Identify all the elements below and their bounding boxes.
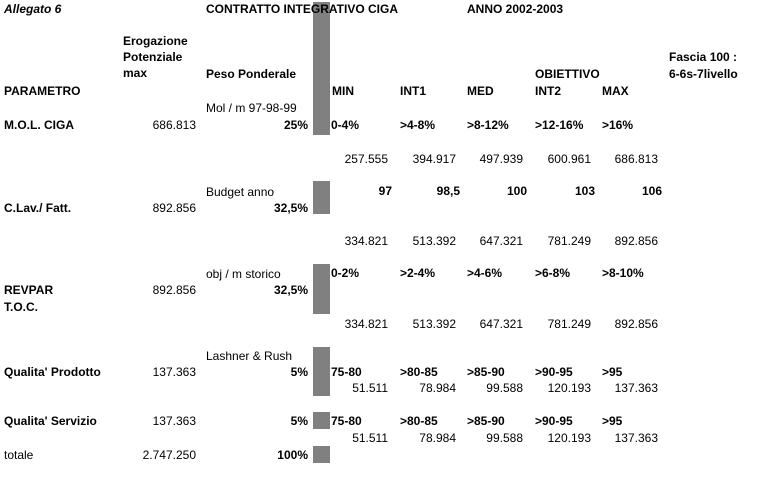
bar-header xyxy=(313,2,330,119)
row-qual-serv-amount-int1: 78.984 xyxy=(419,431,456,445)
totale-erogazione: 2.747.250 xyxy=(142,448,196,462)
row-qual-prod-peso: 5% xyxy=(290,365,308,379)
row-qual-serv-amount-min: 51.511 xyxy=(352,431,388,445)
bar-row-totale xyxy=(313,446,330,463)
document-title: CONTRATTO INTEGRATIVO CIGA xyxy=(206,2,398,16)
row-mol-range-min: 0-4% xyxy=(331,118,360,132)
row-clav-amount-int1: 513.392 xyxy=(412,234,456,248)
col-min: MIN xyxy=(332,84,354,98)
row-revpar-note: obj / m storico xyxy=(206,267,281,281)
col-parametro: PARAMETRO xyxy=(4,84,81,98)
col-int2: INT2 xyxy=(535,84,562,98)
bar-row-clav xyxy=(313,181,330,214)
row-revpar-name-1: REVPAR xyxy=(4,283,54,297)
row-qual-serv-amount-int2: 120.193 xyxy=(547,431,591,445)
col-max: MAX xyxy=(602,84,629,98)
row-qual-serv-range-int2: >90-95 xyxy=(535,414,573,428)
row-clav-amount-max: 892.856 xyxy=(614,234,658,248)
col-peso: Peso Ponderale xyxy=(206,67,297,81)
row-qual-prod-amount-int1: 78.984 xyxy=(419,381,456,395)
row-mol-range-med: >8-12% xyxy=(467,118,509,132)
totale-label: totale xyxy=(4,448,34,462)
col-erogazione-1: Erogazione xyxy=(123,34,188,48)
row-revpar-amount-med: 647.321 xyxy=(479,317,523,331)
row-qual-prod-range-max: >95 xyxy=(602,365,623,379)
row-qual-prod-range-int2: >90-95 xyxy=(535,365,573,379)
row-clav-range-min: 97 xyxy=(378,184,392,198)
bar-row-revpar xyxy=(313,264,330,314)
row-qual-serv-range-max: >95 xyxy=(602,414,623,428)
row-qual-prod-note: Lashner & Rush xyxy=(206,349,293,363)
row-clav-peso: 32,5% xyxy=(273,201,308,215)
row-revpar-name-2: T.O.C. xyxy=(4,300,39,314)
row-revpar-amount-int1: 513.392 xyxy=(412,317,456,331)
row-qual-prod-name: Qualita' Prodotto xyxy=(4,365,101,379)
row-mol-erogazione: 686.813 xyxy=(152,118,196,132)
row-mol-range-int1: >4-8% xyxy=(400,118,436,132)
row-revpar-range-med: >4-6% xyxy=(467,266,503,280)
row-clav-erogazione: 892.856 xyxy=(152,201,196,215)
row-mol-peso: 25% xyxy=(283,118,308,132)
row-mol-amount-int1: 394.917 xyxy=(412,152,456,166)
totale-peso: 100% xyxy=(277,448,308,462)
anno-label: ANNO 2002-2003 xyxy=(467,2,564,16)
row-qual-prod-range-med: >85-90 xyxy=(467,365,505,379)
row-revpar-peso: 32,5% xyxy=(273,283,308,297)
row-mol-name: M.O.L. CIGA xyxy=(4,118,74,132)
row-qual-serv-peso: 5% xyxy=(290,414,308,428)
row-clav-note: Budget anno xyxy=(206,185,275,199)
row-qual-prod-amount-med: 99.588 xyxy=(486,381,523,395)
row-revpar-erogazione: 892.856 xyxy=(152,283,196,297)
row-qual-prod-amount-max: 137.363 xyxy=(614,381,658,395)
fascia-line-2: 6-6s-7livello xyxy=(669,67,738,81)
row-qual-serv-amount-max: 137.363 xyxy=(614,431,658,445)
bar-row-qual-prod xyxy=(313,347,330,396)
row-revpar-amount-max: 892.856 xyxy=(614,317,658,331)
row-qual-serv-amount-med: 99.588 xyxy=(486,431,523,445)
row-mol-note: Mol / m 97-98-99 xyxy=(206,101,297,115)
row-qual-serv-range-min: 75-80 xyxy=(331,414,362,428)
row-revpar-range-int1: >2-4% xyxy=(400,266,436,280)
row-revpar-amount-int2: 781.249 xyxy=(547,317,591,331)
row-qual-prod-amount-min: 51.511 xyxy=(352,381,388,395)
row-clav-range-int1: 98,5 xyxy=(436,184,460,198)
row-qual-serv-range-int1: >80-85 xyxy=(400,414,438,428)
row-revpar-range-int2: >6-8% xyxy=(535,266,571,280)
row-mol-amount-int2: 600.961 xyxy=(547,152,591,166)
row-mol-amount-min: 257.555 xyxy=(344,152,388,166)
row-clav-name: C.Lav./ Fatt. xyxy=(4,201,72,215)
row-clav-range-med: 100 xyxy=(506,184,527,198)
row-qual-prod-erogazione: 137.363 xyxy=(152,365,196,379)
row-revpar-range-min: 0-2% xyxy=(331,266,360,280)
row-clav-amount-med: 647.321 xyxy=(479,234,523,248)
col-med: MED xyxy=(467,84,494,98)
row-clav-range-max: 106 xyxy=(641,184,662,198)
row-qual-serv-name: Qualita' Servizio xyxy=(4,414,97,428)
bar-row-qual-serv xyxy=(313,412,330,429)
allegato-label: Allegato 6 xyxy=(4,2,62,16)
row-revpar-range-max: >8-10% xyxy=(602,266,644,280)
row-mol-amount-max: 686.813 xyxy=(614,152,658,166)
row-mol-range-max: >16% xyxy=(602,118,634,132)
row-clav-amount-min: 334.821 xyxy=(344,234,388,248)
col-int1: INT1 xyxy=(400,84,427,98)
col-obiettivo: OBIETTIVO xyxy=(535,67,600,81)
bar-row-mol xyxy=(313,119,330,135)
fascia-line-1: Fascia 100 : xyxy=(669,50,738,64)
row-mol-range-int2: >12-16% xyxy=(535,118,584,132)
row-clav-range-int2: 103 xyxy=(574,184,595,198)
row-qual-prod-amount-int2: 120.193 xyxy=(547,381,591,395)
row-mol-amount-med: 497.939 xyxy=(479,152,523,166)
col-erogazione-3: max xyxy=(123,66,148,80)
row-qual-serv-range-med: >85-90 xyxy=(467,414,505,428)
row-qual-serv-erogazione: 137.363 xyxy=(152,414,196,428)
row-qual-prod-range-min: 75-80 xyxy=(331,365,362,379)
row-qual-prod-range-int1: >80-85 xyxy=(400,365,438,379)
col-erogazione-2: Potenziale xyxy=(123,50,183,64)
row-revpar-amount-min: 334.821 xyxy=(344,317,388,331)
row-clav-amount-int2: 781.249 xyxy=(547,234,591,248)
